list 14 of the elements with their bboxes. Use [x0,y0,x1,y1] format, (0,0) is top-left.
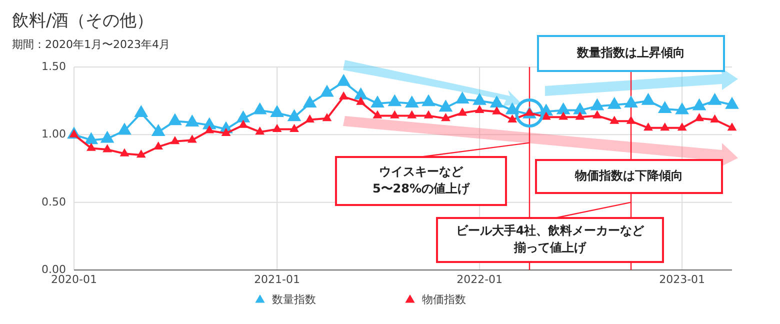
legend-label: 物価指数 [422,293,466,306]
chart-subtitle: 期間：2020年1月〜2023年4月 [12,38,170,51]
legend-label: 数量指数 [272,293,316,306]
annotation: ビール大手4社、飲料メーカーなど揃って値上げ [456,224,646,255]
chart-title: 飲料/酒（その他） [12,11,154,31]
y-tick-label: 1.00 [42,128,66,141]
annotation: 物価指数は下降傾向 [574,168,683,183]
y-tick-label: 1.50 [42,60,66,74]
x-tick-label: 2021-01 [254,273,300,286]
text: 数量指数は上昇傾向 [576,46,685,60]
annotation: ウイスキーなど5〜28%の値上げ [372,164,471,196]
x-tick-label: 2023-01 [659,273,706,286]
y-tick-label: 0.50 [42,195,66,208]
x-tick-label: 2022-01 [456,273,503,286]
